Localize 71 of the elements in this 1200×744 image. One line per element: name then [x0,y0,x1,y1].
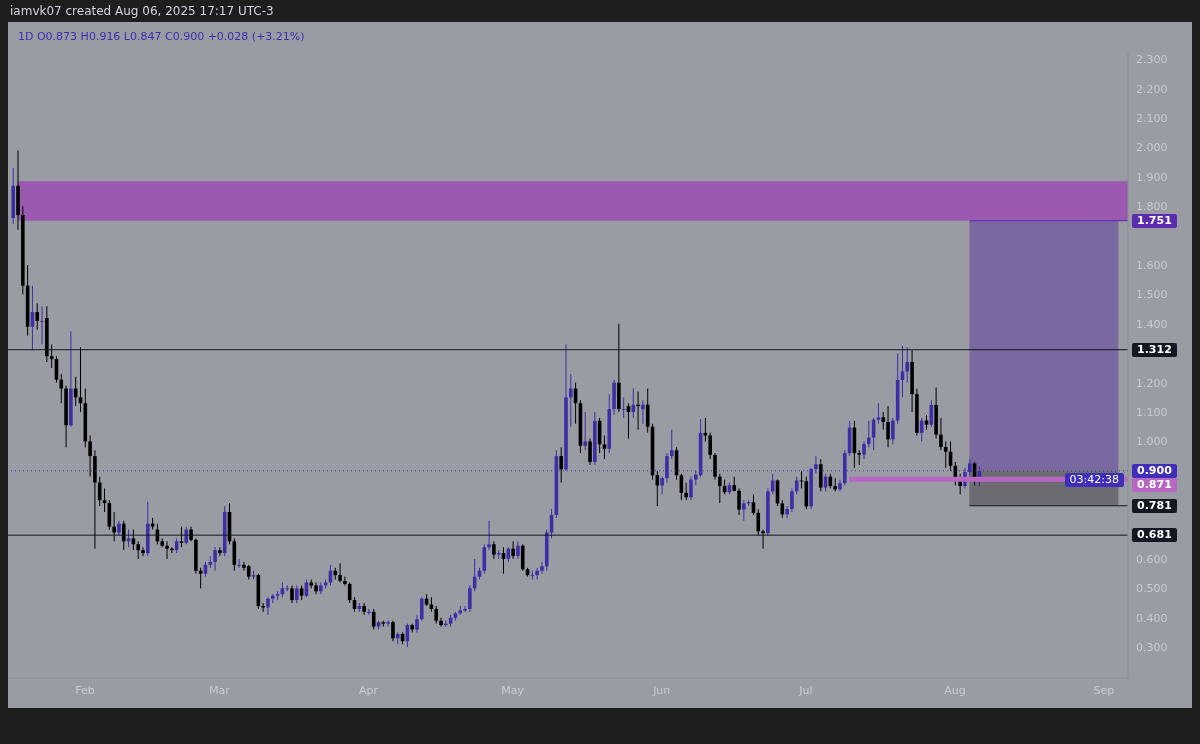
candlestick [891,417,895,445]
candlestick [540,561,544,575]
candlestick [583,411,588,451]
candlestick [569,373,573,428]
candlestick [218,546,222,557]
candlestick [867,420,871,448]
candlestick [386,620,390,628]
candlestick [121,520,126,551]
candlestick [905,346,910,384]
candlestick [919,417,924,442]
candlestick [790,487,794,513]
ref-line-label: 1.312 [1132,342,1177,357]
candlestick [165,540,169,560]
candlestick [814,455,818,475]
candlestick [708,432,712,460]
candlestick [689,476,693,501]
annotation: 03:42:38 [1064,472,1124,487]
candlestick [482,543,487,575]
candlestick [660,476,664,495]
chart-subtitle: 1D O0.873 H0.916 L0.847 C0.900 +0.028 (+3.21%) [18,30,305,43]
candlestick [761,529,765,550]
ref-line-label: 0.871 [1132,477,1177,492]
candlestick [602,435,607,460]
candlestick [645,388,650,434]
candlestick [559,446,563,484]
candlestick [665,452,669,484]
candlestick [713,452,717,481]
candlestick [487,520,491,551]
candlestick [886,405,890,448]
ref-line-label: 0.781 [1132,498,1177,513]
candlestick [631,388,636,419]
candlestick [703,417,708,442]
candlestick [362,602,366,616]
candlestick [468,584,472,613]
ref-line-label: 1.751 [1132,213,1177,228]
candlestick [59,373,64,404]
candlestick [943,440,948,469]
ref-line-label: 0.900 [1132,463,1177,478]
candlestick [641,399,645,425]
candlestick [371,608,376,631]
candlestick [112,511,116,542]
candlestick [520,543,525,572]
candlestick [391,620,395,642]
candlestick [818,458,823,492]
candlestick [367,608,371,616]
candlestick [213,546,217,572]
candlestick [266,596,270,616]
candlestick [97,476,102,507]
candlestick [237,558,241,569]
candlestick [718,473,722,504]
candlestick [785,505,789,519]
candlestick [439,617,443,628]
candlestick [88,435,92,478]
candlestick [756,508,761,536]
candlestick [141,546,145,557]
ref-line-label: 0.681 [1132,528,1177,543]
candlestick [742,499,746,522]
candlestick [511,540,515,560]
candlestick [939,417,943,451]
candlestick [876,402,881,425]
candlestick [314,581,318,595]
candlestick [35,302,40,331]
candlestick [338,562,342,583]
candlestick [588,437,592,466]
candlestick [419,596,424,622]
candlestick [179,526,184,548]
candlestick [40,305,44,345]
candlestick [737,487,741,516]
candlestick [669,429,674,460]
candlestick [343,576,347,586]
chart-title: iamvk07 created Aug 06, 2025 17:17 UTC-3 [10,4,274,18]
